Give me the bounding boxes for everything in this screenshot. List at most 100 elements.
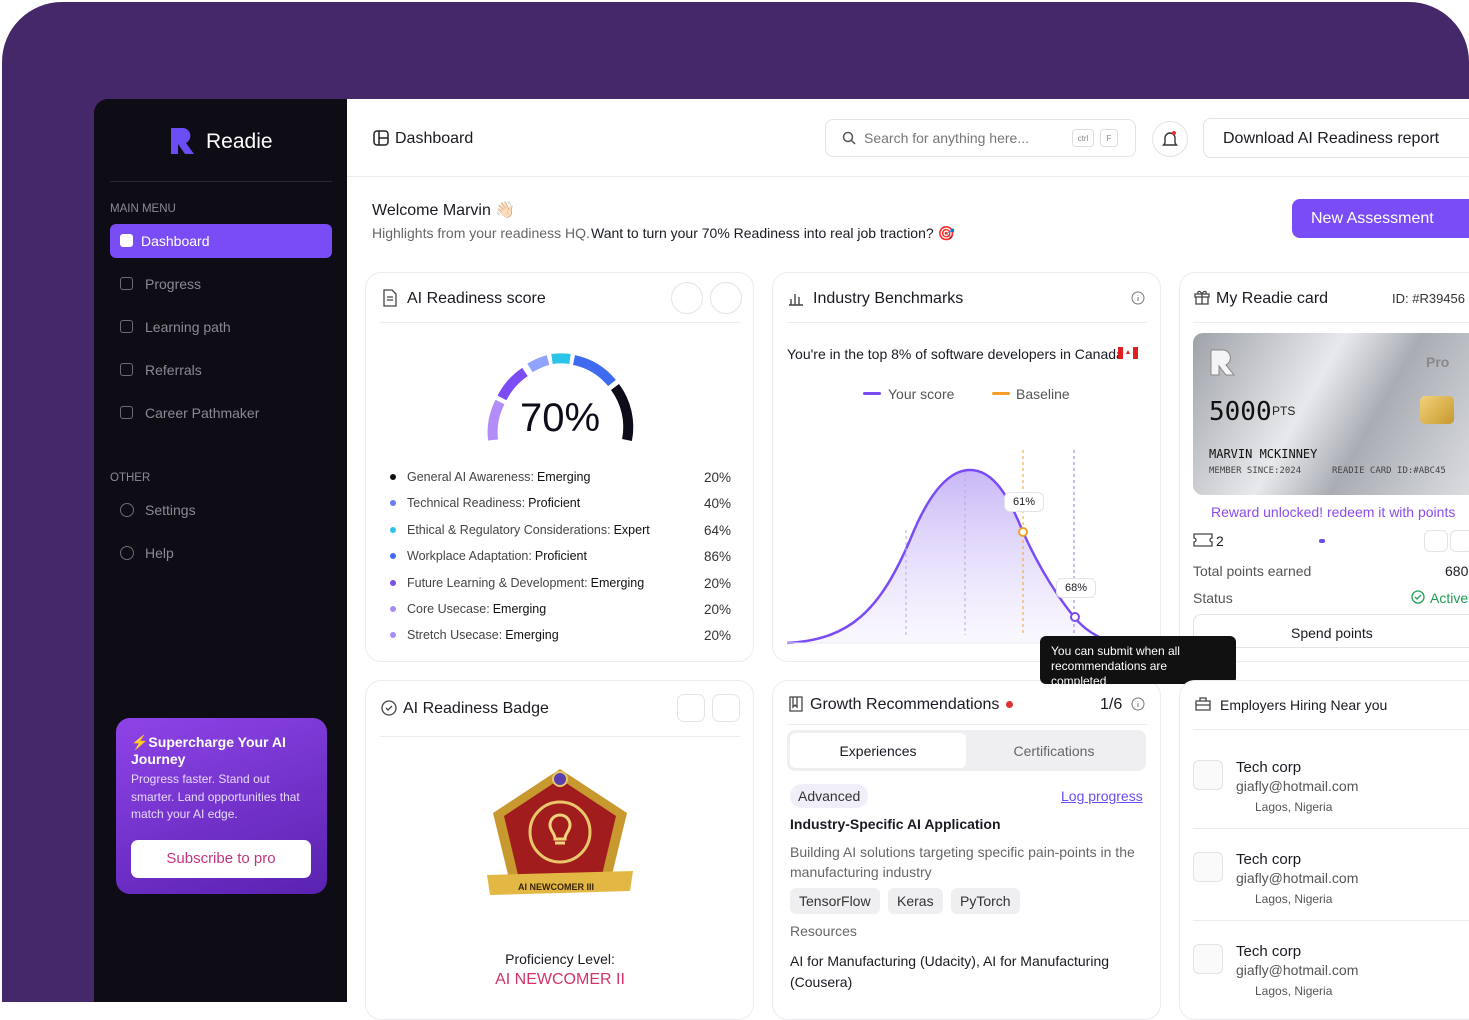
factor: Workplace Adaptation: Proficient	[407, 549, 587, 563]
welcome-title: Welcome Marvin 👋🏻	[372, 202, 516, 219]
factor-level: Emerging	[505, 628, 559, 643]
share-button[interactable]	[677, 694, 705, 722]
bullet	[390, 579, 396, 586]
factor-percent: 40%	[703, 496, 731, 512]
tab[interactable]: Certifications	[1013, 743, 1095, 759]
new-assessment-button[interactable]: New Assessment	[1292, 199, 1469, 238]
factor: Core Usecase: Emerging	[407, 602, 546, 616]
bullet	[390, 553, 396, 560]
card-member-since: MEMBER SINCE:2024	[1209, 466, 1302, 476]
company-name[interactable]: Tech corp	[1236, 759, 1302, 776]
divider	[787, 322, 1147, 323]
menu-item[interactable]: Career Pathmaker	[145, 405, 260, 421]
icon	[1162, 131, 1178, 146]
company-email: giafly@hotmail.com	[1236, 870, 1359, 886]
download-badge-button[interactable]	[712, 694, 740, 722]
chip	[1420, 396, 1454, 424]
spend-button[interactable]: Spend points	[1193, 614, 1469, 648]
factor-level: Proficient	[534, 549, 587, 564]
welcome-cta: Want to turn your 70% Readiness into rea…	[591, 225, 955, 241]
menu-item[interactable]: Dashboard	[110, 224, 332, 258]
factor: Ethical & Regulatory Considerations: Expe…	[407, 523, 650, 537]
page-title: Dashboard	[395, 130, 474, 147]
resources-label: Resources	[790, 923, 857, 939]
subscribe-button[interactable]: Subscribe to pro	[131, 840, 311, 878]
status-label: Status	[1193, 590, 1233, 606]
menu-icon	[120, 320, 133, 333]
tab-active[interactable]: Experiences	[790, 733, 966, 768]
skill-tag: TensorFlow	[790, 888, 880, 914]
menu-item[interactable]: Settings	[145, 502, 196, 518]
bullet	[390, 500, 396, 507]
card-points-unit: PTS	[1272, 404, 1296, 418]
icon	[381, 700, 397, 716]
factor-label: Core Usecase:	[407, 602, 490, 616]
prev-button[interactable]	[1424, 530, 1448, 552]
menu-icon	[120, 503, 134, 517]
divider	[1193, 729, 1469, 730]
factor-label: Future Learning & Development:	[407, 575, 588, 590]
search-placeholder: Search for anything here...	[864, 130, 1029, 146]
menu-item[interactable]: Progress	[145, 276, 202, 292]
company-email: giafly@hotmail.com	[1236, 962, 1359, 978]
logo	[171, 128, 194, 154]
divider	[380, 736, 740, 737]
legend-label: Baseline	[1016, 386, 1070, 402]
menu-icon	[120, 546, 134, 560]
divider	[380, 322, 740, 323]
factor-percent: 20%	[703, 628, 731, 644]
menu-icon	[120, 234, 133, 247]
marker-label: 68%	[1056, 578, 1097, 598]
menu-item[interactable]: Referrals	[145, 362, 202, 378]
readiness-card	[365, 272, 754, 662]
card-number: READIE CARD ID:#ABC45	[1332, 466, 1446, 476]
card-title: My Readie card	[1216, 290, 1329, 307]
bullet	[390, 606, 396, 612]
card-holder: MARVIN MCKINNEY	[1209, 447, 1318, 461]
badge	[487, 769, 633, 895]
divider	[1193, 828, 1469, 829]
factor: Future Learning & Development: Emerging	[407, 576, 644, 590]
info-icon[interactable]	[1131, 697, 1145, 711]
next-button[interactable]	[1450, 530, 1469, 552]
search[interactable]	[825, 119, 1136, 157]
factor-percent: 86%	[703, 549, 731, 565]
download-button[interactable]: Download AI Readiness report	[1203, 118, 1469, 158]
factor-percent: 20%	[703, 470, 731, 485]
card-points: 5000	[1209, 397, 1272, 427]
log-progress-link[interactable]: Log progress	[1061, 788, 1143, 804]
marker-label: 61%	[1004, 492, 1045, 512]
info-icon[interactable]	[1131, 291, 1145, 305]
icon	[383, 289, 397, 307]
menu-item[interactable]: Help	[145, 545, 174, 561]
company-name[interactable]: Tech corp	[1236, 851, 1302, 868]
divider	[347, 176, 1469, 177]
factor-label: Technical Readiness:	[407, 496, 526, 511]
progress-count: 1/6	[1100, 696, 1123, 713]
briefcase-button[interactable]	[671, 282, 703, 314]
factor-level: Emerging	[536, 470, 591, 484]
icon	[842, 131, 856, 145]
menu-item[interactable]: Learning path	[145, 319, 231, 335]
company-email: giafly@hotmail.com	[1236, 778, 1359, 794]
icon	[789, 294, 803, 306]
notifications[interactable]	[1152, 121, 1188, 157]
icon	[373, 130, 389, 146]
company-logo	[1193, 944, 1223, 974]
company-name[interactable]: Tech corp	[1236, 943, 1302, 960]
brand: Readie	[206, 130, 273, 153]
card-title: AI Readiness score	[407, 290, 546, 307]
card-id: ID: #R39456	[1392, 291, 1465, 306]
total-label: Total points earned	[1193, 563, 1312, 579]
icon	[1195, 697, 1211, 711]
recommendation-title: Industry-Specific AI Application	[790, 816, 1001, 832]
key: F	[1100, 129, 1118, 147]
company-logo	[1193, 760, 1223, 790]
ticket-count: 2	[1216, 533, 1224, 549]
level-tag: Advanced	[790, 784, 869, 808]
key: ctrl	[1072, 129, 1094, 147]
company-logo	[1193, 852, 1223, 882]
settings-button[interactable]	[710, 282, 742, 314]
divider	[787, 724, 1147, 725]
